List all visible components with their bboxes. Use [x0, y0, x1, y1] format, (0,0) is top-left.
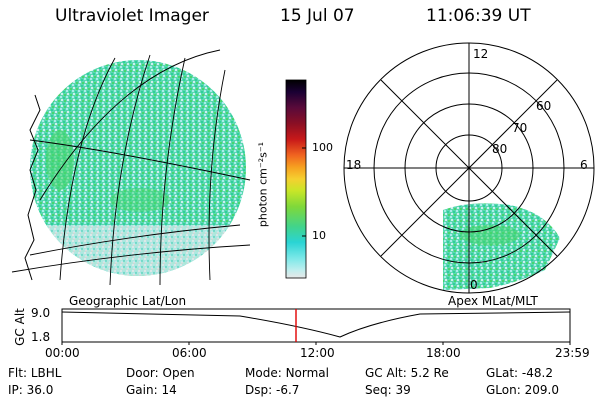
timeline-axis-label: GC Alt: [13, 308, 27, 346]
mlat-label-60: 60: [536, 99, 552, 113]
time-tick-2359: 23:59: [555, 346, 590, 360]
mlt-label-6: 6: [580, 158, 588, 172]
info-dsp: Dsp: -6.7: [245, 383, 300, 397]
date-label: 15 Jul 07: [280, 6, 355, 26]
info-gc-alt: GC Alt: 5.2 Re: [365, 366, 449, 380]
time-tick-1800: 18:00: [426, 346, 461, 360]
info-gain: Gain: 14: [126, 383, 177, 397]
timeline-plot: [61, 308, 571, 345]
info-door: Door: Open: [126, 366, 195, 380]
info-glat: GLat: -48.2: [486, 366, 553, 380]
coastline: [24, 94, 41, 281]
info-mode: Mode: Normal: [245, 366, 329, 380]
app-title: Ultraviolet Imager: [55, 6, 209, 26]
geographic-grid: [11, 49, 251, 286]
colorbar-tick-10: 10: [312, 229, 326, 242]
time-tick-0600: 06:00: [172, 346, 207, 360]
info-seq: Seq: 39: [365, 383, 411, 397]
colorbar: [285, 79, 307, 279]
time-label: 11:06:39 UT: [426, 6, 531, 26]
info-ip: IP: 36.0: [8, 383, 54, 397]
geographic-image-panel: [11, 49, 251, 286]
geographic-caption: Geographic Lat/Lon: [69, 294, 187, 308]
colorbar-unit-label: photon cm⁻²s⁻¹: [256, 141, 270, 228]
polar-plot: [343, 42, 595, 294]
mlat-label-70: 70: [512, 121, 528, 135]
colorbar-tick-100: 100: [312, 141, 333, 154]
uv-image-disk: [30, 60, 246, 276]
timeline-ylabel-bottom: 1.8: [31, 330, 51, 344]
mlt-label-0: 0: [470, 278, 478, 292]
apex-caption: Apex MLat/MLT: [448, 294, 538, 308]
timeline-ylabel-top: 9.0: [31, 306, 51, 320]
altitude-curve: [61, 311, 571, 338]
info-flt: Flt: LBHL: [8, 366, 62, 380]
time-tick-1200: 12:00: [300, 346, 335, 360]
mlt-label-18: 18: [346, 158, 362, 172]
mlt-label-12: 12: [473, 47, 489, 61]
info-glon: GLon: 209.0: [486, 383, 559, 397]
mlat-label-80: 80: [492, 142, 508, 156]
time-tick-0000: 00:00: [45, 346, 80, 360]
